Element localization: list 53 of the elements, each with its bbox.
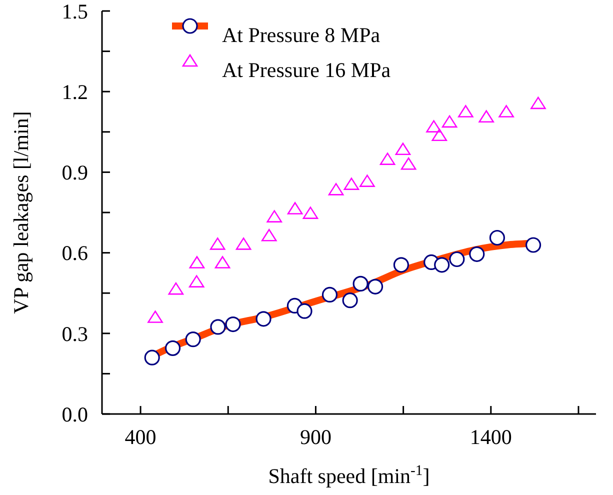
point xyxy=(360,174,375,187)
point xyxy=(148,310,163,323)
point xyxy=(188,275,204,288)
point xyxy=(434,257,450,273)
point xyxy=(469,246,485,262)
point xyxy=(266,210,282,222)
y-tick-label: 0.9 xyxy=(62,160,88,185)
point xyxy=(442,115,458,128)
y-tick-label: 1.5 xyxy=(62,0,88,24)
y-tick-label: 1.2 xyxy=(62,80,88,104)
point xyxy=(214,256,230,268)
y-tick-label: 0.0 xyxy=(62,402,88,426)
point xyxy=(287,202,303,214)
point xyxy=(210,319,226,335)
point xyxy=(296,303,312,319)
point xyxy=(236,238,252,250)
point xyxy=(189,256,205,268)
point xyxy=(302,206,318,219)
point xyxy=(400,157,416,170)
point xyxy=(525,237,542,253)
point xyxy=(322,286,338,303)
point xyxy=(261,228,277,242)
point xyxy=(432,128,448,142)
point xyxy=(210,238,226,250)
x-axis-title: Shaft speed [min$^{-1}$] xyxy=(268,463,430,488)
x-tick-label: 900 xyxy=(300,425,332,449)
y-axis-title: VP gap leakages [l/min] xyxy=(9,111,33,314)
point xyxy=(393,257,410,273)
point xyxy=(256,311,272,327)
point xyxy=(328,183,344,196)
point xyxy=(449,251,465,268)
point xyxy=(144,350,160,366)
legend-label: At Pressure 8 MPa xyxy=(222,23,381,47)
point xyxy=(352,276,368,292)
point xyxy=(367,278,384,294)
point xyxy=(478,110,494,123)
point xyxy=(489,230,505,246)
y-tick-label: 0.3 xyxy=(62,322,88,346)
point xyxy=(344,178,360,190)
point xyxy=(168,282,184,295)
point xyxy=(395,142,411,156)
point xyxy=(225,316,241,332)
point xyxy=(164,340,181,356)
point xyxy=(458,105,474,118)
point xyxy=(380,152,396,165)
point xyxy=(426,120,442,132)
x-tick-label: 400 xyxy=(124,425,156,449)
point xyxy=(498,105,514,118)
point xyxy=(530,96,546,110)
legend-label: At Pressure 16 MPa xyxy=(222,58,392,82)
point xyxy=(185,332,201,348)
x-tick-label: 1400 xyxy=(470,425,512,449)
y-tick-label: 0.6 xyxy=(62,241,88,266)
